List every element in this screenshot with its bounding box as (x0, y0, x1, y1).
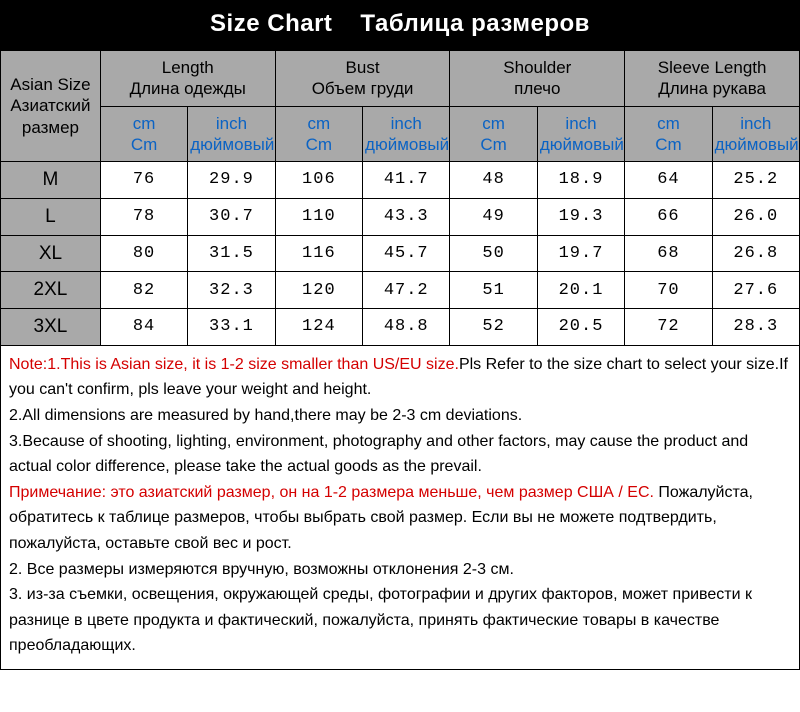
cell-inch: 26.0 (712, 198, 799, 235)
col-shoulder: Shoulder плечо (450, 51, 625, 107)
unit-cm: cmCm (275, 106, 362, 162)
unit-inch: inchдюймовый (712, 106, 799, 162)
title-bar: Size Chart Таблица размеров (0, 0, 800, 50)
cell-inch: 19.3 (537, 198, 624, 235)
table-row: XL8031.511645.75019.76826.8 (1, 235, 800, 272)
unit-cm: cmCm (625, 106, 712, 162)
note-en-1: Note:1.This is Asian size, it is 1-2 siz… (9, 352, 791, 403)
unit-inch: inchдюймовый (537, 106, 624, 162)
cell-inch: 33.1 (188, 309, 275, 346)
size-label: 2XL (1, 272, 101, 309)
size-chart-table: Asian Size Азиатский размер Length Длина… (0, 50, 800, 346)
cell-cm: 72 (625, 309, 712, 346)
table-body: M7629.910641.74818.96425.2L7830.711043.3… (1, 162, 800, 346)
size-label: 3XL (1, 309, 101, 346)
cell-cm: 116 (275, 235, 362, 272)
cell-cm: 120 (275, 272, 362, 309)
size-label: L (1, 198, 101, 235)
cell-inch: 32.3 (188, 272, 275, 309)
unit-inch: inchдюймовый (363, 106, 450, 162)
col-bust: Bust Объем груди (275, 51, 450, 107)
cell-cm: 49 (450, 198, 537, 235)
cell-cm: 70 (625, 272, 712, 309)
cell-cm: 84 (100, 309, 187, 346)
cell-cm: 80 (100, 235, 187, 272)
note-ru-3: 3. из-за съемки, освещения, окружающей с… (9, 582, 791, 659)
cell-inch: 30.7 (188, 198, 275, 235)
cell-cm: 52 (450, 309, 537, 346)
note-en-2: 2.All dimensions are measured by hand,th… (9, 403, 791, 429)
cell-cm: 51 (450, 272, 537, 309)
cell-cm: 66 (625, 198, 712, 235)
cell-cm: 48 (450, 162, 537, 199)
cell-cm: 50 (450, 235, 537, 272)
cell-inch: 20.1 (537, 272, 624, 309)
cell-cm: 106 (275, 162, 362, 199)
table-row: M7629.910641.74818.96425.2 (1, 162, 800, 199)
size-label: M (1, 162, 101, 199)
cell-inch: 18.9 (537, 162, 624, 199)
cell-inch: 19.7 (537, 235, 624, 272)
cell-cm: 110 (275, 198, 362, 235)
cell-cm: 76 (100, 162, 187, 199)
unit-inch: inchдюймовый (188, 106, 275, 162)
cell-inch: 31.5 (188, 235, 275, 272)
cell-inch: 20.5 (537, 309, 624, 346)
cell-inch: 28.3 (712, 309, 799, 346)
cell-inch: 29.9 (188, 162, 275, 199)
note-ru-1: Примечание: это азиатский размер, он на … (9, 480, 791, 557)
unit-cm: cmCm (450, 106, 537, 162)
note-ru-2: 2. Все размеры измеряются вручную, возмо… (9, 557, 791, 583)
col-length: Length Длина одежды (100, 51, 275, 107)
table-header: Asian Size Азиатский размер Length Длина… (1, 51, 800, 162)
notes-block: Note:1.This is Asian size, it is 1-2 siz… (0, 346, 800, 670)
unit-row: cmCminchдюймовыйcmCminchдюймовыйcmCminch… (1, 106, 800, 162)
cell-inch: 45.7 (363, 235, 450, 272)
col-sleeve: Sleeve Length Длина рукава (625, 51, 800, 107)
cell-inch: 26.8 (712, 235, 799, 272)
cell-inch: 43.3 (363, 198, 450, 235)
row-header: Asian Size Азиатский размер (1, 51, 101, 162)
cell-cm: 78 (100, 198, 187, 235)
title-ru: Таблица размеров (360, 10, 590, 37)
cell-cm: 124 (275, 309, 362, 346)
table-row: 3XL8433.112448.85220.57228.3 (1, 309, 800, 346)
cell-inch: 27.6 (712, 272, 799, 309)
cell-cm: 64 (625, 162, 712, 199)
table-row: 2XL8232.312047.25120.17027.6 (1, 272, 800, 309)
title-en: Size Chart (210, 10, 332, 37)
cell-inch: 47.2 (363, 272, 450, 309)
size-label: XL (1, 235, 101, 272)
cell-cm: 82 (100, 272, 187, 309)
cell-inch: 48.8 (363, 309, 450, 346)
cell-cm: 68 (625, 235, 712, 272)
unit-cm: cmCm (100, 106, 187, 162)
table-row: L7830.711043.34919.36626.0 (1, 198, 800, 235)
cell-inch: 41.7 (363, 162, 450, 199)
note-en-3: 3.Because of shooting, lighting, environ… (9, 429, 791, 480)
cell-inch: 25.2 (712, 162, 799, 199)
